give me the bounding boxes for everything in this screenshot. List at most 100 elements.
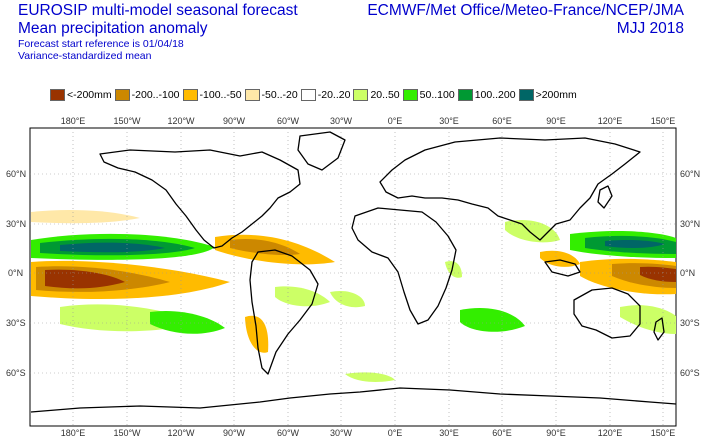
lat-label: 30°N [6, 219, 26, 229]
legend-label: -100..-50 [199, 89, 242, 101]
legend-swatch [457, 89, 473, 101]
legend-swatch [402, 89, 418, 101]
lon-label: 120°E [598, 428, 623, 438]
legend-swatch [50, 89, 65, 101]
color-legend: <-200mm -200..-100 -100..-50 -50..-20 -2… [50, 88, 580, 102]
lon-label: 120°E [598, 116, 623, 126]
season-label: MJJ 2018 [616, 20, 684, 37]
legend-label: 20..50 [370, 89, 400, 101]
legend-swatch [244, 89, 260, 101]
legend-label: 50..100 [419, 89, 455, 101]
lon-label: 60°W [277, 116, 300, 126]
lon-labels-top: 180°E 150°W 120°W 90°W 60°W 30°W 0°E 30°… [61, 116, 676, 126]
coast-north-america [99, 149, 301, 249]
lat-label: 30°S [6, 318, 26, 328]
wet-africa-east [445, 261, 462, 278]
legend-item: -100..-50 [182, 88, 242, 102]
coastlines [30, 131, 677, 413]
lon-label: 150°W [113, 116, 141, 126]
map-container: 180°E 150°W 120°W 90°W 60°W 30°W 0°E 30°… [0, 112, 706, 439]
method-note: Variance-standardized mean [18, 50, 152, 62]
legend-swatch [182, 89, 198, 101]
world-map: 180°E 150°W 120°W 90°W 60°W 30°W 0°E 30°… [6, 116, 700, 438]
lon-label: 0°E [388, 428, 403, 438]
legend-item: >200mm [518, 88, 577, 102]
legend-item: <-200mm [50, 88, 112, 102]
legend-swatch [300, 89, 316, 101]
lon-label: 90°E [546, 116, 566, 126]
wet-greenland-sea [345, 372, 395, 382]
centres-label: ECMWF/Met Office/Meteo-France/NCEP/JMA [367, 2, 684, 19]
lat-label: 30°N [680, 219, 700, 229]
wet-bay-of-bengal [505, 220, 560, 243]
lon-label: 150°E [651, 428, 676, 438]
legend-label: -50..-20 [261, 89, 298, 101]
wet-west-pacific-max [605, 240, 665, 249]
lon-label: 150°E [651, 116, 676, 126]
coast-indonesia [544, 259, 581, 277]
coast-south-america [249, 249, 319, 375]
lon-label: 30°E [439, 116, 459, 126]
lon-label: 120°W [167, 116, 195, 126]
coast-australia [573, 287, 641, 339]
lon-label: 180°E [61, 116, 86, 126]
lat-labels-left: 60°N 30°N 0°N 30°S 60°S [6, 169, 26, 378]
legend-swatch [114, 89, 130, 101]
coast-new-zealand [653, 317, 665, 341]
wet-south-indian [620, 305, 676, 334]
legend-label: >200mm [535, 89, 577, 101]
header-right: ECMWF/Met Office/Meteo-France/NCEP/JMA M… [367, 2, 684, 38]
lon-label: 30°W [330, 428, 353, 438]
lon-label: 60°E [492, 428, 512, 438]
lon-labels-bottom: 180°E 150°W 120°W 90°W 60°W 30°W 0°E 30°… [61, 428, 676, 438]
legend-item: -20..20 [300, 88, 351, 102]
legend-swatch [518, 89, 534, 101]
lon-label: 90°W [223, 428, 246, 438]
lon-label: 90°W [223, 116, 246, 126]
coast-greenland [297, 131, 346, 171]
wet-subtropical-atlantic [330, 290, 365, 308]
lat-label: 0°N [8, 268, 23, 278]
coast-japan [597, 185, 613, 209]
wet-light-south-pacific-2 [150, 310, 225, 334]
lon-label: 60°E [492, 116, 512, 126]
dry-west-pacific-max [640, 266, 676, 282]
chart-title: EUROSIP multi-model seasonal forecast [18, 2, 298, 19]
legend-label: -200..-100 [131, 89, 180, 101]
lat-labels-right: 60°N 30°N 0°N 30°S 60°S [680, 169, 700, 378]
wet-indian-ocean [460, 307, 525, 332]
lon-label: 90°E [546, 428, 566, 438]
start-reference: Forecast start reference is 01/04/18 [18, 38, 184, 50]
legend-item: 20..50 [353, 88, 400, 102]
lat-label: 30°S [680, 318, 700, 328]
lat-label: 60°N [6, 169, 26, 179]
lon-label: 60°W [277, 428, 300, 438]
lon-label: 150°W [113, 428, 141, 438]
lat-label: 0°N [680, 268, 695, 278]
legend-label: 100..200 [474, 89, 516, 101]
wet-band-pacific-max [60, 242, 165, 253]
header-left: EUROSIP multi-model seasonal forecast Me… [18, 2, 298, 62]
lon-label: 30°W [330, 116, 353, 126]
legend-label: -20..20 [317, 89, 351, 101]
legend-swatch [353, 89, 369, 101]
lon-label: 180°E [61, 428, 86, 438]
legend-item: 50..100 [402, 88, 455, 102]
lon-label: 120°W [167, 428, 195, 438]
legend-item: -50..-20 [244, 88, 298, 102]
lon-label: 0°E [388, 116, 403, 126]
wet-south-america [275, 286, 330, 307]
legend-label: <-200mm [67, 89, 112, 101]
lon-label: 30°E [439, 428, 459, 438]
lat-label: 60°N [680, 169, 700, 179]
legend-item: -200..-100 [114, 88, 180, 102]
wet-light-north-pacific [31, 210, 140, 224]
coast-antarctica [30, 387, 677, 413]
legend-item: 100..200 [457, 88, 516, 102]
lat-label: 60°S [680, 368, 700, 378]
graticule [30, 128, 676, 426]
dry-tongue-pacific-max [45, 269, 125, 289]
coast-europe-asia [379, 137, 641, 241]
dry-central-america-core [230, 238, 300, 256]
chart-subtitle: Mean precipitation anomaly [18, 20, 208, 37]
